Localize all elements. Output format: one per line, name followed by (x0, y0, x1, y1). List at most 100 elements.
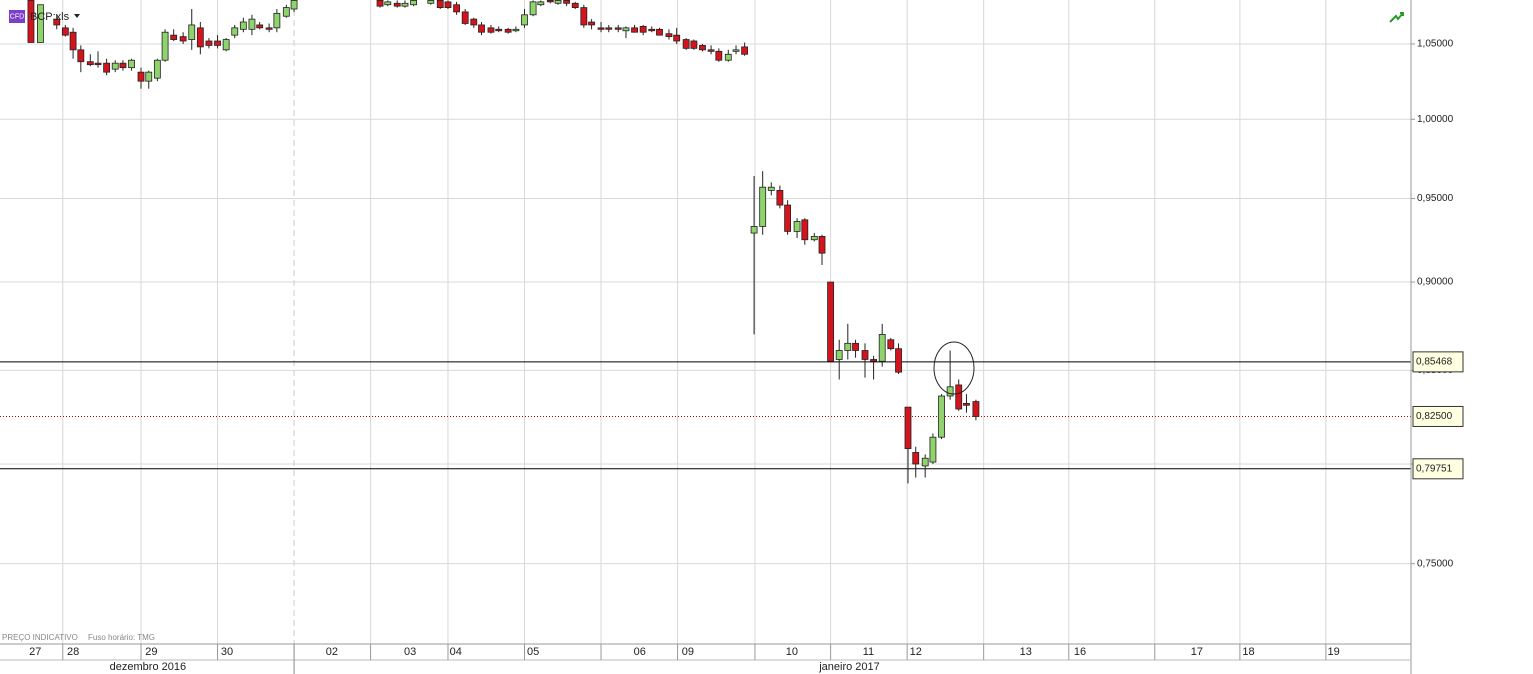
levels (0, 361, 1411, 470)
candle-body (77, 49, 85, 63)
candle-body (94, 62, 102, 66)
candle-body (512, 28, 520, 32)
candle-body (912, 452, 920, 465)
chart-title[interactable]: BCP:xls (30, 11, 70, 23)
candle-body (461, 11, 469, 24)
y-tick-label: 1,00000 (1417, 114, 1454, 125)
candle-body (170, 34, 178, 40)
candle-body (852, 342, 859, 351)
x-tick-label: 09 (682, 646, 694, 658)
candle-body (605, 27, 613, 30)
candle-body (231, 27, 239, 36)
candle-body (921, 457, 929, 467)
candle-body (290, 0, 298, 10)
x-tick-label: 16 (1074, 646, 1086, 658)
dropdown-caret[interactable] (74, 14, 80, 18)
candle-body (495, 28, 503, 32)
candle-body (153, 59, 161, 79)
month-label: janeiro 2017 (818, 661, 880, 673)
candle-body (384, 1, 392, 6)
candle-body (793, 221, 801, 232)
candle-body (103, 62, 111, 73)
candle-body (410, 0, 417, 6)
candle-body (265, 27, 273, 30)
candle-body (597, 27, 605, 30)
candle-body (767, 186, 775, 191)
candle-body (128, 59, 135, 69)
y-tick-label: 1,05000 (1417, 39, 1454, 50)
y-tick-label: 0,75000 (1417, 558, 1454, 569)
candle-body (529, 1, 537, 16)
candle-body (571, 2, 579, 8)
candle-body (622, 27, 630, 32)
candle-body (179, 36, 187, 42)
candle-body (835, 350, 843, 360)
candle-body (682, 39, 690, 49)
candle-body (145, 71, 153, 82)
candle-body (929, 436, 937, 463)
candle-body (631, 27, 638, 33)
candle-body (784, 204, 792, 232)
candle-body (639, 25, 647, 33)
x-tick-label: 13 (1020, 646, 1032, 658)
trend-icon[interactable] (1389, 12, 1404, 23)
x-tick-label: 11 (863, 646, 874, 658)
candle-body (537, 1, 545, 6)
candle-body (724, 53, 732, 61)
level-box (1412, 458, 1464, 480)
candle-body (487, 27, 495, 33)
candle-body (732, 49, 740, 52)
candle-body (554, 0, 562, 4)
candle-body (37, 4, 44, 43)
candle-body (282, 7, 290, 17)
candle-body (453, 4, 460, 13)
month-label: dezembro 2016 (110, 661, 186, 673)
candle-body (887, 339, 895, 350)
candle-body (393, 2, 401, 7)
x-tick-label: 12 (910, 646, 922, 658)
candle-body (741, 46, 749, 55)
candle-body (205, 40, 213, 46)
x-tick-label: 03 (404, 646, 416, 658)
candle-body (699, 45, 706, 51)
candle-body (196, 27, 204, 48)
candle-body (895, 348, 902, 373)
x-tick-label: 04 (450, 646, 462, 658)
x-tick-label: 06 (634, 646, 646, 658)
candle-body (827, 281, 835, 362)
candles (27, 0, 980, 484)
candle-body (673, 34, 681, 42)
candle-body (222, 39, 230, 51)
candle-body (715, 50, 723, 61)
level-box (1412, 405, 1464, 427)
candle-body (904, 406, 912, 450)
candle-body (53, 18, 61, 26)
candle-body (759, 186, 767, 227)
candle-body (955, 384, 963, 410)
badge: CFD (10, 13, 24, 20)
candle-body (614, 27, 622, 30)
candle-body (810, 235, 818, 241)
candle-body (690, 40, 698, 49)
candle-body (521, 14, 528, 26)
x-tick-label: 02 (326, 646, 338, 658)
x-tick-label: 05 (527, 646, 539, 658)
candle-body (376, 0, 384, 7)
candle-body (239, 21, 247, 30)
candle-body (972, 401, 980, 417)
candle-body (707, 49, 715, 52)
axis: 1,050001,000000,950000,900000,850000,800… (29, 39, 1464, 674)
candle-body (546, 0, 554, 3)
candle-body (137, 71, 145, 82)
candle-body (86, 61, 94, 66)
y-tick-label: 0,95000 (1417, 193, 1454, 204)
candle-body (588, 21, 595, 26)
candle-body (273, 12, 281, 29)
candle-body (648, 28, 656, 32)
candle-body (801, 219, 809, 241)
candle-body (750, 226, 758, 234)
candle-body (580, 7, 588, 26)
candle-body (61, 27, 69, 36)
candle-body (938, 395, 945, 438)
candle-body (119, 62, 127, 69)
